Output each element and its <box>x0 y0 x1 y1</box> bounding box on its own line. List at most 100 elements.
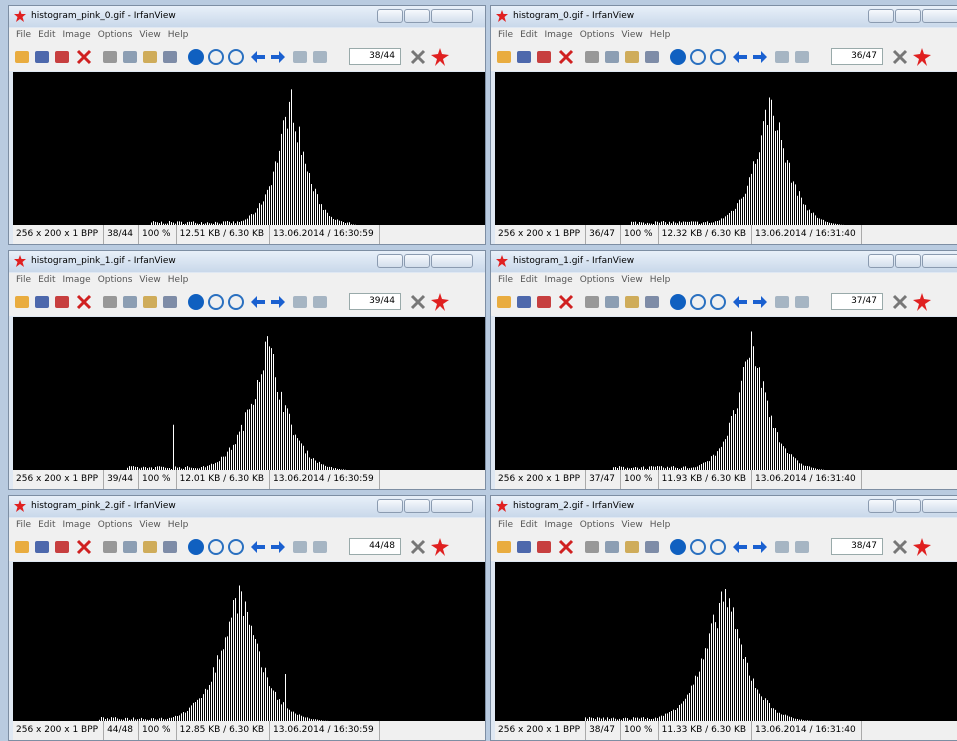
menu-item[interactable]: Image <box>545 520 573 530</box>
tool-button[interactable] <box>75 538 93 556</box>
tool-button[interactable] <box>53 293 71 311</box>
tool-button[interactable] <box>557 538 575 556</box>
menu-item[interactable]: Edit <box>38 520 55 530</box>
minimize-button[interactable] <box>377 9 403 23</box>
menu-item[interactable]: Image <box>63 30 91 40</box>
menu-item[interactable]: Edit <box>520 520 537 530</box>
tool-button[interactable] <box>121 538 139 556</box>
tool-button[interactable] <box>161 538 179 556</box>
tool-button[interactable] <box>227 48 245 66</box>
menu-item[interactable]: Options <box>580 520 615 530</box>
menu-item[interactable]: File <box>16 275 31 285</box>
minimize-button[interactable] <box>868 499 894 513</box>
tool-button[interactable] <box>431 293 449 311</box>
tool-button[interactable] <box>623 538 641 556</box>
tool-button[interactable] <box>269 293 287 311</box>
tool-button[interactable] <box>689 538 707 556</box>
tool-button[interactable] <box>121 293 139 311</box>
menu-item[interactable]: Image <box>545 30 573 40</box>
tool-button[interactable] <box>603 538 621 556</box>
maximize-button[interactable] <box>404 254 430 268</box>
tool-button[interactable] <box>227 538 245 556</box>
menu-item[interactable]: File <box>16 30 31 40</box>
menu-item[interactable]: Edit <box>520 30 537 40</box>
tool-button[interactable] <box>535 538 553 556</box>
menu-item[interactable]: Edit <box>38 30 55 40</box>
tool-button[interactable] <box>515 293 533 311</box>
tool-button[interactable] <box>669 48 687 66</box>
tool-button[interactable] <box>207 293 225 311</box>
menu-item[interactable]: Options <box>98 30 133 40</box>
close-button[interactable] <box>431 499 473 513</box>
tool-button[interactable] <box>269 48 287 66</box>
menu-item[interactable]: Options <box>580 275 615 285</box>
tool-button[interactable] <box>141 48 159 66</box>
close-button[interactable] <box>922 499 957 513</box>
tool-button[interactable] <box>291 48 309 66</box>
tool-button[interactable] <box>101 538 119 556</box>
tool-button[interactable] <box>409 48 427 66</box>
minimize-button[interactable] <box>868 254 894 268</box>
menu-item[interactable]: Help <box>650 520 671 530</box>
minimize-button[interactable] <box>868 9 894 23</box>
maximize-button[interactable] <box>895 499 921 513</box>
tool-button[interactable] <box>773 48 791 66</box>
close-button[interactable] <box>431 9 473 23</box>
tool-button[interactable] <box>431 538 449 556</box>
tool-button[interactable] <box>623 48 641 66</box>
close-button[interactable] <box>922 254 957 268</box>
menu-item[interactable]: Image <box>63 520 91 530</box>
tool-button[interactable] <box>311 293 329 311</box>
tool-button[interactable] <box>515 538 533 556</box>
tool-button[interactable] <box>207 48 225 66</box>
menu-item[interactable]: Image <box>545 275 573 285</box>
tool-button[interactable] <box>643 538 661 556</box>
menu-item[interactable]: View <box>621 520 642 530</box>
tool-button[interactable] <box>731 293 749 311</box>
tool-button[interactable] <box>311 538 329 556</box>
tool-button[interactable] <box>793 48 811 66</box>
menu-item[interactable]: Help <box>168 275 189 285</box>
close-button[interactable] <box>922 9 957 23</box>
minimize-button[interactable] <box>377 254 403 268</box>
tool-button[interactable] <box>13 293 31 311</box>
tool-button[interactable] <box>709 538 727 556</box>
tool-button[interactable] <box>557 293 575 311</box>
menu-item[interactable]: Help <box>650 30 671 40</box>
menu-item[interactable]: Edit <box>520 275 537 285</box>
menu-item[interactable]: View <box>139 30 160 40</box>
tool-button[interactable] <box>891 538 909 556</box>
tool-button[interactable] <box>793 538 811 556</box>
menu-item[interactable]: View <box>621 30 642 40</box>
tool-button[interactable] <box>495 293 513 311</box>
tool-button[interactable] <box>33 48 51 66</box>
tool-button[interactable] <box>101 48 119 66</box>
menu-item[interactable]: Help <box>650 275 671 285</box>
maximize-button[interactable] <box>404 499 430 513</box>
tool-button[interactable] <box>291 293 309 311</box>
maximize-button[interactable] <box>895 9 921 23</box>
tool-button[interactable] <box>187 538 205 556</box>
tool-button[interactable] <box>709 48 727 66</box>
tool-button[interactable] <box>187 293 205 311</box>
tool-button[interactable] <box>227 293 245 311</box>
tool-button[interactable] <box>583 48 601 66</box>
tool-button[interactable] <box>709 293 727 311</box>
tool-button[interactable] <box>689 48 707 66</box>
tool-button[interactable] <box>793 293 811 311</box>
tool-button[interactable] <box>689 293 707 311</box>
tool-button[interactable] <box>141 293 159 311</box>
tool-button[interactable] <box>249 293 267 311</box>
tool-button[interactable] <box>161 293 179 311</box>
tool-button[interactable] <box>33 538 51 556</box>
tool-button[interactable] <box>13 538 31 556</box>
tool-button[interactable] <box>495 48 513 66</box>
tool-button[interactable] <box>643 48 661 66</box>
tool-button[interactable] <box>913 293 931 311</box>
tool-button[interactable] <box>751 48 769 66</box>
tool-button[interactable] <box>751 538 769 556</box>
tool-button[interactable] <box>33 293 51 311</box>
tool-button[interactable] <box>311 48 329 66</box>
menu-item[interactable]: View <box>139 275 160 285</box>
tool-button[interactable] <box>101 293 119 311</box>
